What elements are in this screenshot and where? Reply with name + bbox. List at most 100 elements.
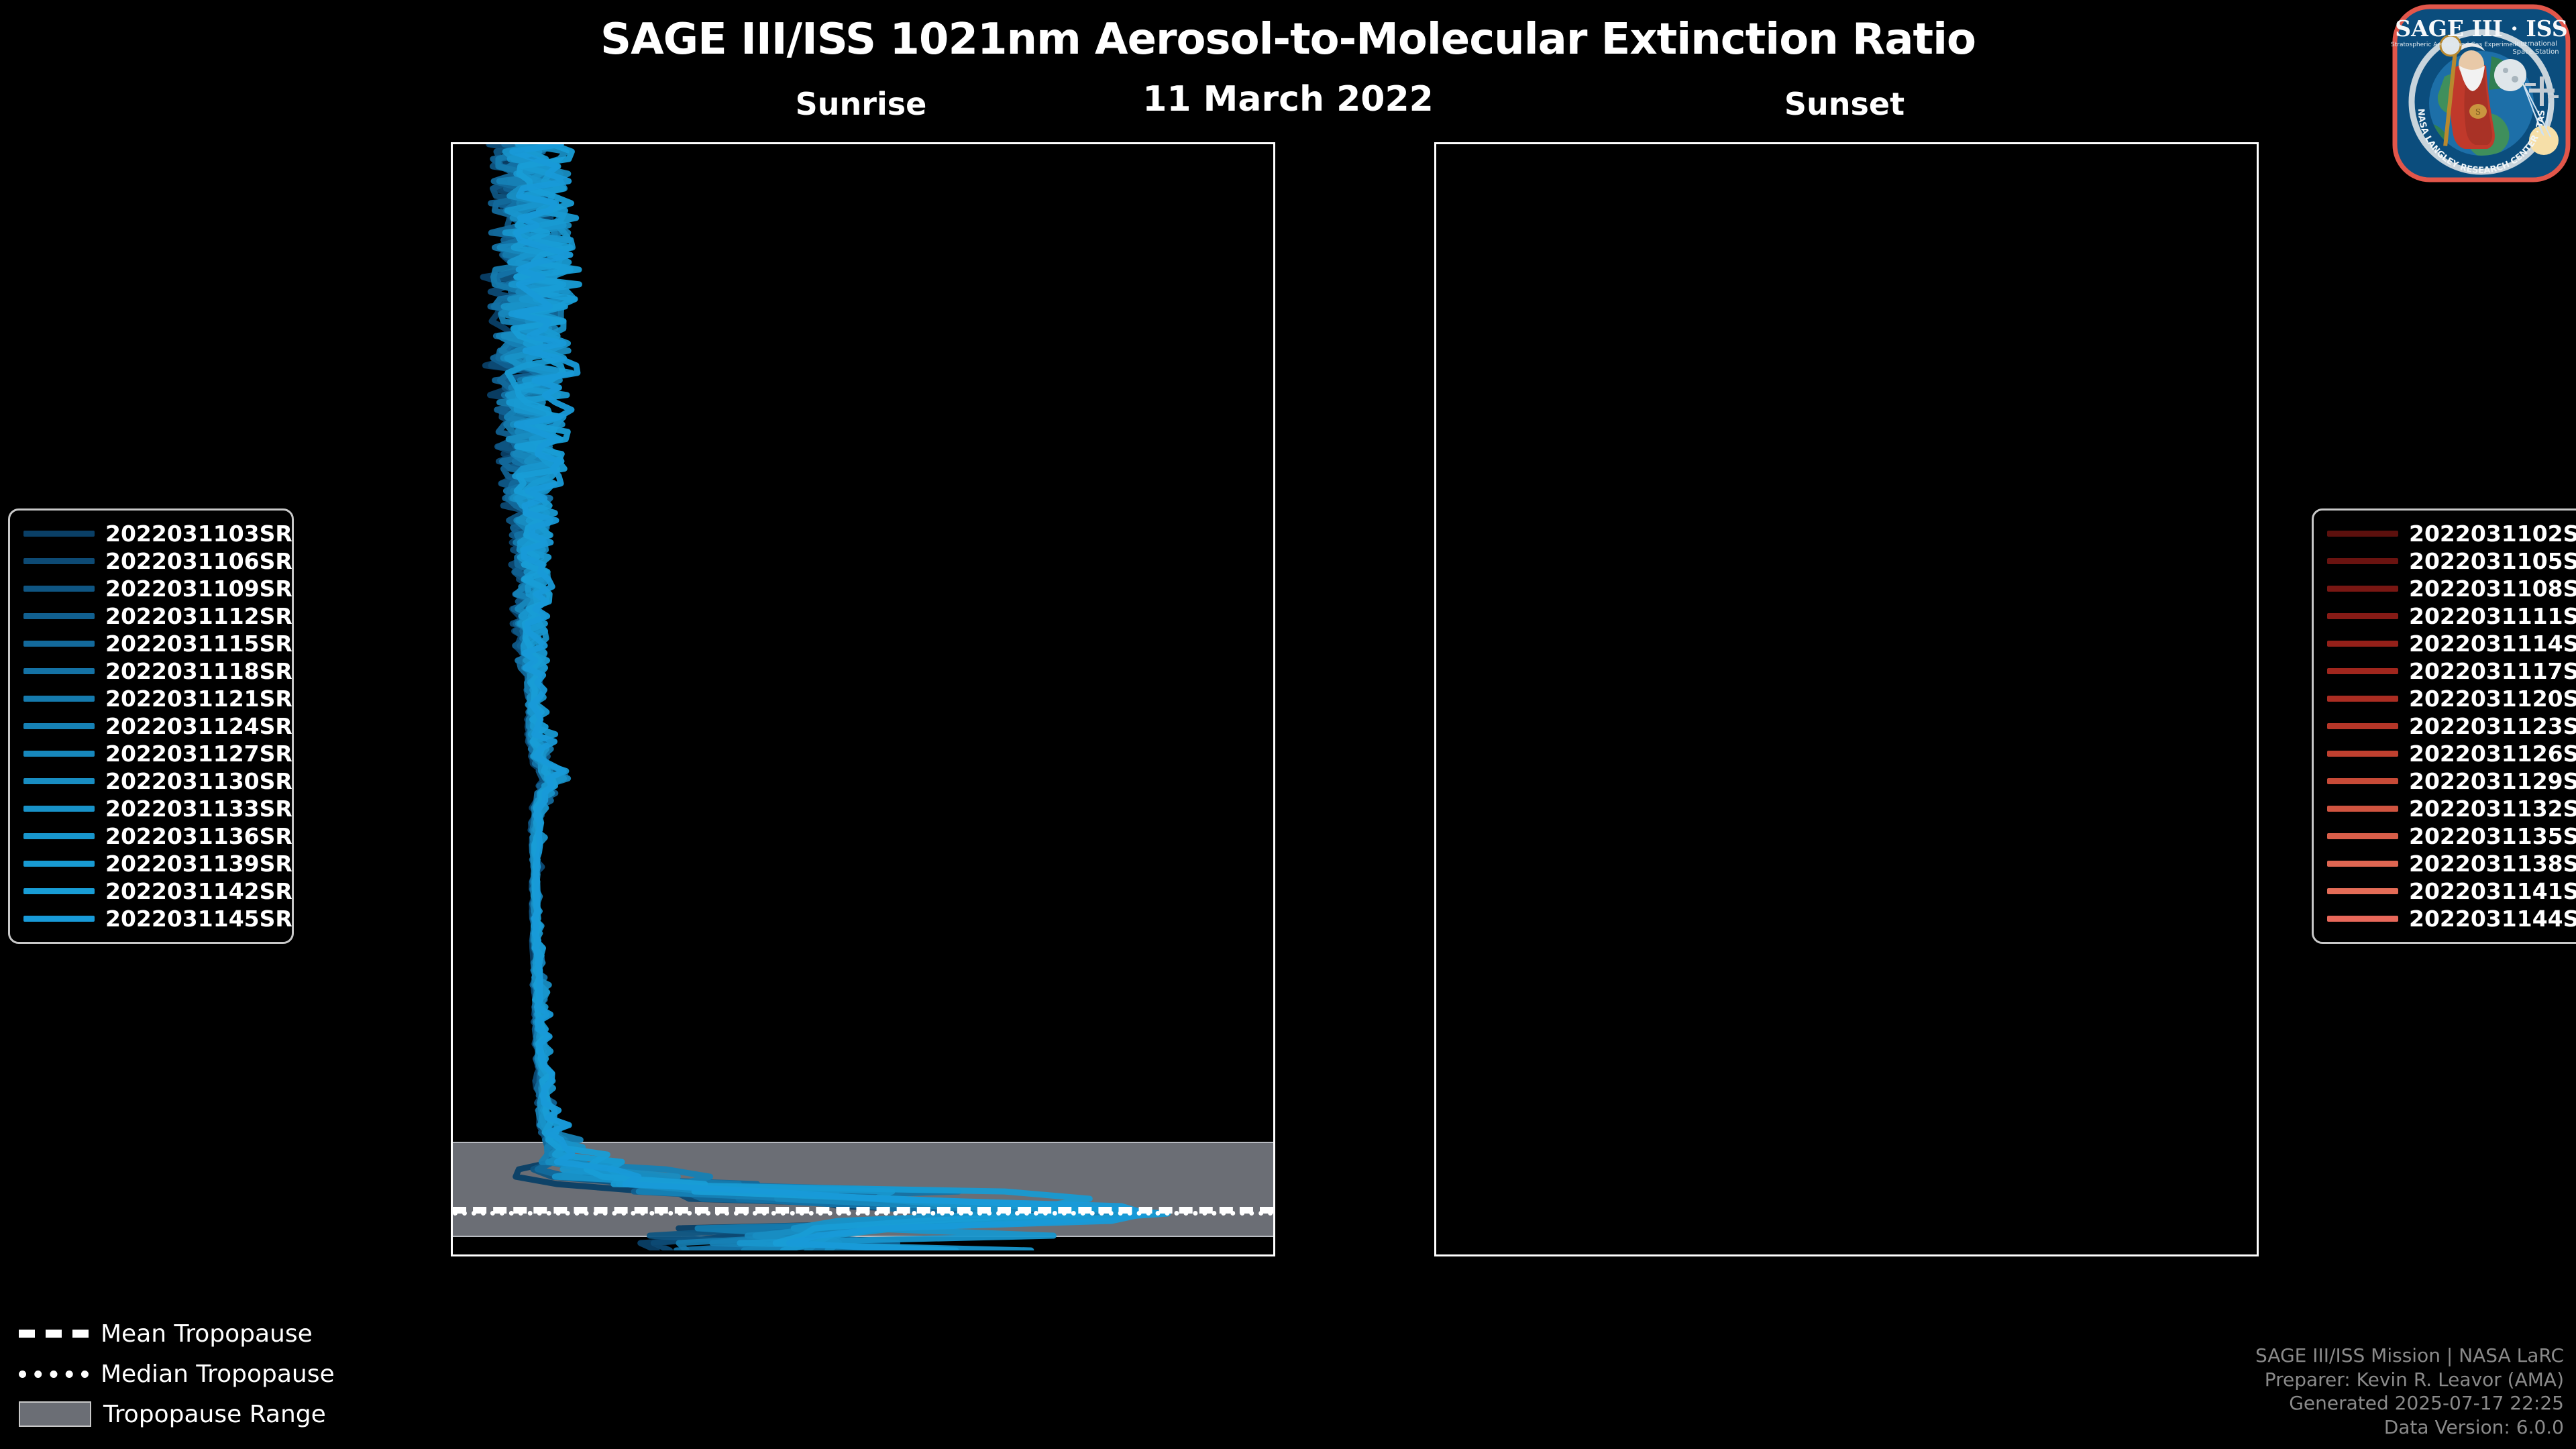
patch-subtitle-right-1: International [2514, 40, 2557, 48]
legend-item[interactable]: 2022031111SS [2327, 602, 2576, 630]
legend-color-swatch [23, 586, 95, 592]
legend-item[interactable]: 2022031112SR [23, 602, 292, 630]
legend-item-median-tropopause: Median Tropopause [19, 1354, 335, 1394]
legend-color-swatch [23, 861, 95, 867]
credits-line-0: SAGE III/ISS Mission | NASA LaRC [2255, 1344, 2564, 1366]
legend-series-label: 2022031115SR [105, 631, 292, 657]
legend-color-swatch [2327, 613, 2398, 619]
legend-item[interactable]: 2022031132SS [2327, 795, 2576, 822]
legend-color-swatch [2327, 888, 2398, 894]
legend-item[interactable]: 2022031135SS [2327, 822, 2576, 850]
legend-color-swatch [23, 751, 95, 757]
legend-tropopause: Mean Tropopause Median Tropopause Tropop… [19, 1313, 335, 1434]
legend-series-label: 2022031144SS [2409, 906, 2576, 932]
legend-series-label: 2022031126SS [2409, 741, 2576, 767]
legend-item[interactable]: 2022031129SS [2327, 767, 2576, 795]
legend-item-tropopause-range: Tropopause Range [19, 1394, 335, 1434]
legend-series-label: 2022031130SR [105, 768, 292, 794]
legend-label-range: Tropopause Range [103, 1400, 326, 1428]
legend-item[interactable]: 2022031102SS [2327, 520, 2576, 547]
legend-color-swatch [23, 778, 95, 784]
legend-series-label: 2022031145SR [105, 906, 292, 932]
legend-series-label: 2022031136SR [105, 823, 292, 849]
legend-color-swatch [23, 558, 95, 564]
legend-item[interactable]: 2022031120SS [2327, 685, 2576, 712]
credits-line-2: Generated 2025-07-17 22:25 [2289, 1392, 2564, 1415]
legend-series-label: 2022031120SS [2409, 686, 2576, 712]
legend-item[interactable]: 2022031109SR [23, 575, 292, 602]
legend-series-label: 2022031111SS [2409, 603, 2576, 629]
legend-item[interactable]: 2022031141SS [2327, 877, 2576, 905]
dotted-line-icon [19, 1370, 89, 1378]
legend-item[interactable]: 2022031106SR [23, 547, 292, 575]
legend-item[interactable]: 2022031144SS [2327, 905, 2576, 932]
legend-color-swatch [2327, 806, 2398, 812]
legend-series-label: 2022031139SR [105, 851, 292, 877]
legend-item[interactable]: 2022031115SR [23, 630, 292, 657]
legend-item[interactable]: 2022031121SR [23, 685, 292, 712]
legend-color-swatch [2327, 861, 2398, 867]
legend-item[interactable]: 2022031114SS [2327, 630, 2576, 657]
legend-series-label: 2022031142SR [105, 878, 292, 904]
patch-subtitle-right-2: Space Station [2512, 48, 2559, 56]
legend-series-label: 2022031118SR [105, 658, 292, 684]
legend-item-mean-tropopause: Mean Tropopause [19, 1313, 335, 1354]
legend-item[interactable]: 2022031138SS [2327, 850, 2576, 877]
legend-color-swatch [23, 806, 95, 812]
legend-series-label: 2022031138SS [2409, 851, 2576, 877]
legend-color-swatch [23, 613, 95, 619]
legend-item[interactable]: 2022031142SR [23, 877, 292, 905]
legend-color-swatch [23, 641, 95, 647]
legend-color-swatch [2327, 586, 2398, 592]
median-tropopause-line [453, 1210, 1273, 1216]
legend-series-label: 2022031121SR [105, 686, 292, 712]
page-title: SAGE III/ISS 1021nm Aerosol-to-Molecular… [600, 15, 1976, 64]
legend-item[interactable]: 2022031123SS [2327, 712, 2576, 740]
legend-series-label: 2022031103SR [105, 521, 292, 547]
panel-heading-sunrise: Sunrise [795, 86, 927, 122]
legend-color-swatch [2327, 558, 2398, 564]
legend-item[interactable]: 2022031145SR [23, 905, 292, 932]
legend-color-swatch [2327, 641, 2398, 647]
legend-series-label: 2022031114SS [2409, 631, 2576, 657]
sage-iii-iss-mission-patch-icon: S SAGE III · ISS Stratospheric Aerosol a… [2391, 3, 2571, 182]
legend-color-swatch [2327, 696, 2398, 702]
legend-sunrise-events[interactable]: 2022031103SR 2022031106SR 2022031109SR 2022… [8, 508, 294, 944]
legend-series-label: 2022031129SS [2409, 768, 2576, 794]
credits-block: SAGE III/ISS Mission | NASA LaRC Preparer… [2255, 1344, 2564, 1440]
legend-label-median: Median Tropopause [101, 1360, 335, 1388]
legend-item[interactable]: 2022031117SS [2327, 657, 2576, 685]
legend-color-swatch [23, 916, 95, 922]
legend-color-swatch [2327, 916, 2398, 922]
date-subtitle: 11 March 2022 [1142, 79, 1434, 119]
credits-line-1: Preparer: Kevin R. Leavor (AMA) [2264, 1368, 2564, 1391]
legend-item[interactable]: 2022031124SR [23, 712, 292, 740]
svg-text:S: S [2475, 107, 2481, 117]
legend-item[interactable]: 2022031139SR [23, 850, 292, 877]
legend-item[interactable]: 2022031108SS [2327, 575, 2576, 602]
legend-item[interactable]: 2022031126SS [2327, 740, 2576, 767]
legend-color-swatch [23, 833, 95, 839]
plot-area-sunrise[interactable] [451, 142, 1275, 1256]
legend-item[interactable]: 2022031103SR [23, 520, 292, 547]
legend-series-label: 2022031127SR [105, 741, 292, 767]
legend-series-label: 2022031141SS [2409, 878, 2576, 904]
legend-series-label: 2022031108SS [2409, 576, 2576, 602]
legend-item[interactable]: 2022031133SR [23, 795, 292, 822]
dashed-line-icon [19, 1330, 89, 1338]
filled-band-icon [19, 1401, 91, 1427]
profile-curves [480, 144, 1171, 1250]
legend-color-swatch [23, 723, 95, 729]
legend-series-label: 2022031102SS [2409, 521, 2576, 547]
plot-area-sunset[interactable] [1434, 142, 2259, 1256]
legend-item[interactable]: 2022031136SR [23, 822, 292, 850]
legend-item[interactable]: 2022031118SR [23, 657, 292, 685]
legend-label-mean: Mean Tropopause [101, 1320, 313, 1348]
legend-sunset-events[interactable]: 2022031102SS 2022031105SS 2022031108SS 2022… [2312, 508, 2576, 944]
legend-item[interactable]: 2022031127SR [23, 740, 292, 767]
legend-item[interactable]: 2022031130SR [23, 767, 292, 795]
legend-item[interactable]: 2022031105SS [2327, 547, 2576, 575]
patch-title: SAGE III · ISS [2395, 15, 2567, 42]
mean-tropopause-line [453, 1206, 1273, 1214]
legend-series-label: 2022031105SS [2409, 548, 2576, 574]
